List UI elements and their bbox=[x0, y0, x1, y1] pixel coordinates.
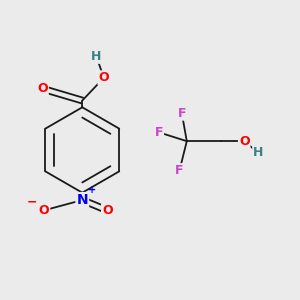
Text: H: H bbox=[253, 146, 263, 159]
Text: O: O bbox=[39, 204, 49, 217]
Text: O: O bbox=[37, 82, 48, 95]
Text: −: − bbox=[26, 196, 37, 208]
Text: N: N bbox=[76, 193, 88, 207]
Text: +: + bbox=[88, 185, 96, 195]
Text: H: H bbox=[91, 50, 102, 63]
Text: O: O bbox=[239, 135, 250, 148]
Text: F: F bbox=[178, 107, 186, 120]
Text: O: O bbox=[98, 71, 109, 84]
Text: F: F bbox=[175, 164, 184, 177]
Text: F: F bbox=[154, 126, 163, 139]
Text: O: O bbox=[102, 204, 112, 217]
